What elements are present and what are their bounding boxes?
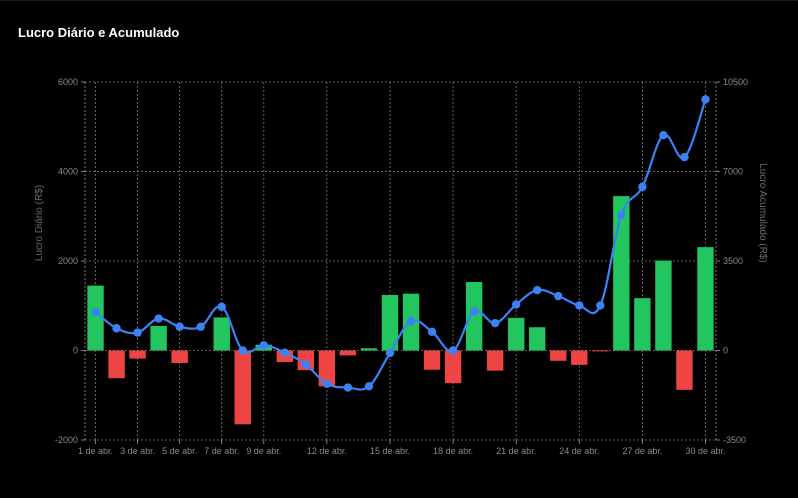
- daily-bar: [87, 285, 104, 351]
- cumulative-point: [301, 360, 311, 369]
- daily-bar: [655, 260, 672, 351]
- daily-bar: [423, 350, 441, 370]
- daily-bar: [444, 350, 462, 384]
- daily-bar: [550, 350, 567, 361]
- daily-bar: [697, 247, 714, 351]
- cumulative-point: [133, 328, 142, 337]
- cumulative-point: [322, 379, 332, 388]
- cumulative-point: [259, 341, 268, 350]
- daily-bar: [592, 350, 609, 352]
- chart-title: Lucro Diário e Acumulado: [18, 25, 180, 40]
- cumulative-point: [112, 324, 121, 333]
- x-tick-label: 5 de abr.: [162, 446, 197, 456]
- cumulative-profit-line: [91, 95, 710, 392]
- cumulative-point: [554, 291, 563, 301]
- y-left-tick-label: -2000: [55, 435, 78, 445]
- y-right-tick-label: -3500: [723, 435, 746, 445]
- cumulative-point: [154, 314, 163, 323]
- y-axis-right-label: Lucro Acumulado (R$): [757, 163, 768, 263]
- cumulative-point: [196, 322, 205, 331]
- daily-bar: [339, 350, 357, 356]
- cumulative-point: [448, 346, 458, 355]
- y-left-tick-label: 2000: [58, 256, 78, 266]
- cumulative-point: [364, 382, 374, 391]
- y-right-tick-label: 10500: [723, 77, 748, 87]
- x-tick-label: 27 de abr.: [622, 446, 662, 456]
- daily-bar: [360, 348, 378, 351]
- y-right-tick-label: 3500: [723, 256, 743, 266]
- x-tick-label: 15 de abr.: [370, 446, 410, 456]
- cumulative-point: [701, 95, 710, 104]
- cumulative-point: [427, 327, 437, 337]
- x-tick-label: 3 de abr.: [120, 446, 155, 456]
- daily-bar: [465, 282, 483, 351]
- y-left-tick-label: 6000: [58, 77, 78, 87]
- x-tick-label: 24 de abr.: [559, 446, 599, 456]
- daily-bar: [318, 350, 336, 387]
- axis-ticks: -2000 0 2000 4000 6000 -3500 0 3500 7000 10500 1 d…: [55, 77, 748, 456]
- daily-bar: [613, 196, 630, 351]
- cumulative-point: [511, 300, 521, 309]
- cumulative-point: [385, 348, 395, 358]
- daily-bar: [634, 298, 651, 351]
- cumulative-point: [238, 346, 247, 355]
- daily-bar: [234, 350, 251, 425]
- cumulative-point: [175, 322, 184, 331]
- x-tick-label: 30 de abr.: [685, 446, 725, 456]
- x-tick-label: 18 de abr.: [433, 446, 473, 456]
- cumulative-point: [638, 182, 647, 192]
- y-right-tick-label: 7000: [723, 167, 743, 177]
- cumulative-point: [617, 210, 626, 220]
- daily-bar: [108, 350, 125, 379]
- daily-bar: [529, 327, 546, 351]
- cumulative-point: [575, 301, 584, 310]
- daily-bar: [171, 350, 188, 364]
- daily-bar: [381, 295, 399, 351]
- cumulative-point: [490, 318, 500, 328]
- daily-profit-bars: [87, 196, 714, 425]
- x-tick-label: 1 de abr.: [78, 446, 113, 456]
- y-left-tick-label: 0: [73, 346, 78, 356]
- daily-bar: [486, 350, 504, 371]
- cumulative-point: [533, 285, 542, 295]
- daily-bar: [150, 325, 167, 351]
- cumulative-point: [343, 383, 353, 392]
- cumulative-point: [217, 302, 226, 311]
- daily-bar: [571, 350, 588, 365]
- x-tick-label: 7 de abr.: [204, 446, 239, 456]
- cumulative-point: [280, 348, 290, 357]
- daily-bar: [676, 350, 693, 390]
- daily-bar: [213, 317, 230, 351]
- y-right-tick-label: 0: [723, 346, 728, 356]
- cumulative-point: [596, 301, 605, 310]
- cumulative-point: [659, 130, 668, 140]
- daily-bar: [129, 350, 146, 359]
- daily-bar: [507, 317, 525, 351]
- x-tick-label: 9 de abr.: [246, 446, 281, 456]
- cumulative-point: [680, 152, 689, 162]
- cumulative-point: [406, 316, 416, 326]
- cumulative-point: [469, 307, 479, 316]
- x-tick-label: 21 de abr.: [496, 446, 536, 456]
- y-axis-left-label: Lucro Diário (R$): [34, 185, 45, 261]
- cumulative-point: [91, 307, 100, 317]
- y-left-tick-label: 4000: [58, 167, 78, 177]
- x-tick-label: 12 de abr.: [307, 446, 347, 456]
